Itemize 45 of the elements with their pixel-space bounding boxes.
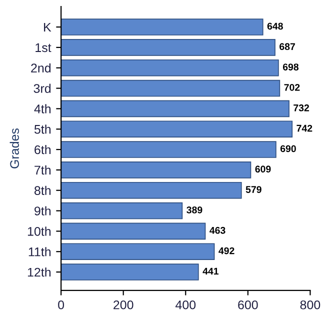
bar bbox=[61, 80, 280, 97]
bar bbox=[61, 243, 215, 260]
bar bbox=[61, 264, 199, 280]
y-tick-label: 6th bbox=[34, 144, 51, 154]
y-axis-title: Grades bbox=[10, 128, 19, 168]
data-label: 441 bbox=[202, 268, 219, 275]
data-label: 648 bbox=[267, 22, 283, 30]
data-label: 492 bbox=[218, 247, 234, 254]
data-label: 579 bbox=[246, 186, 262, 193]
bar bbox=[61, 59, 279, 76]
y-tick-label: 7th bbox=[34, 165, 51, 175]
y-tick-label: 12th bbox=[28, 267, 51, 277]
bar bbox=[61, 202, 183, 220]
x-tick-label: 600 bbox=[238, 300, 258, 310]
data-label: 687 bbox=[280, 43, 295, 50]
bar bbox=[61, 18, 264, 36]
y-tick-label: 10th bbox=[28, 226, 51, 236]
x-tick-label: 400 bbox=[175, 300, 196, 310]
bar bbox=[61, 182, 242, 199]
y-tick-label: 3rd bbox=[34, 84, 51, 93]
y-tick-label: 9th bbox=[34, 206, 51, 216]
bar bbox=[61, 120, 293, 138]
data-label: 463 bbox=[210, 226, 226, 234]
y-tick-label: 4th bbox=[34, 104, 51, 114]
data-label: 732 bbox=[294, 104, 310, 112]
bar bbox=[61, 222, 206, 240]
y-tick-label: 1st bbox=[36, 43, 52, 52]
y-tick-label: 2nd bbox=[31, 63, 51, 73]
data-label: 609 bbox=[255, 166, 271, 173]
y-tick-label: 5th bbox=[34, 124, 51, 134]
x-tick-label: 0 bbox=[58, 300, 64, 310]
bar bbox=[61, 141, 276, 158]
x-tick-label: 200 bbox=[114, 300, 134, 310]
bar bbox=[61, 100, 290, 118]
data-label: 702 bbox=[284, 84, 300, 91]
y-tick-label: 8th bbox=[34, 186, 51, 196]
bar bbox=[61, 162, 252, 178]
bar bbox=[61, 39, 276, 56]
data-label: 698 bbox=[282, 64, 299, 70]
y-tick-label: 11th bbox=[28, 247, 51, 256]
data-label: 742 bbox=[296, 124, 312, 132]
y-tick-label: K bbox=[44, 22, 52, 32]
data-label: 690 bbox=[280, 145, 296, 152]
x-tick-label: 800 bbox=[300, 300, 320, 310]
data-label: 389 bbox=[186, 206, 202, 214]
